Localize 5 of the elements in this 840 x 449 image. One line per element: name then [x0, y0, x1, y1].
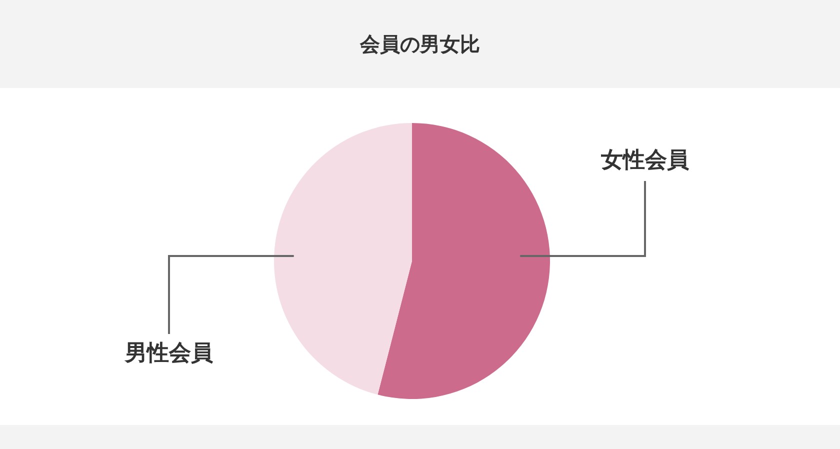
pie-slice [378, 123, 550, 399]
slice-label: 女性会員 [600, 148, 689, 173]
chart-title: 会員の男女比 [0, 0, 840, 88]
slice-label: 男性会員 [124, 341, 213, 366]
pie-slice [274, 123, 412, 395]
